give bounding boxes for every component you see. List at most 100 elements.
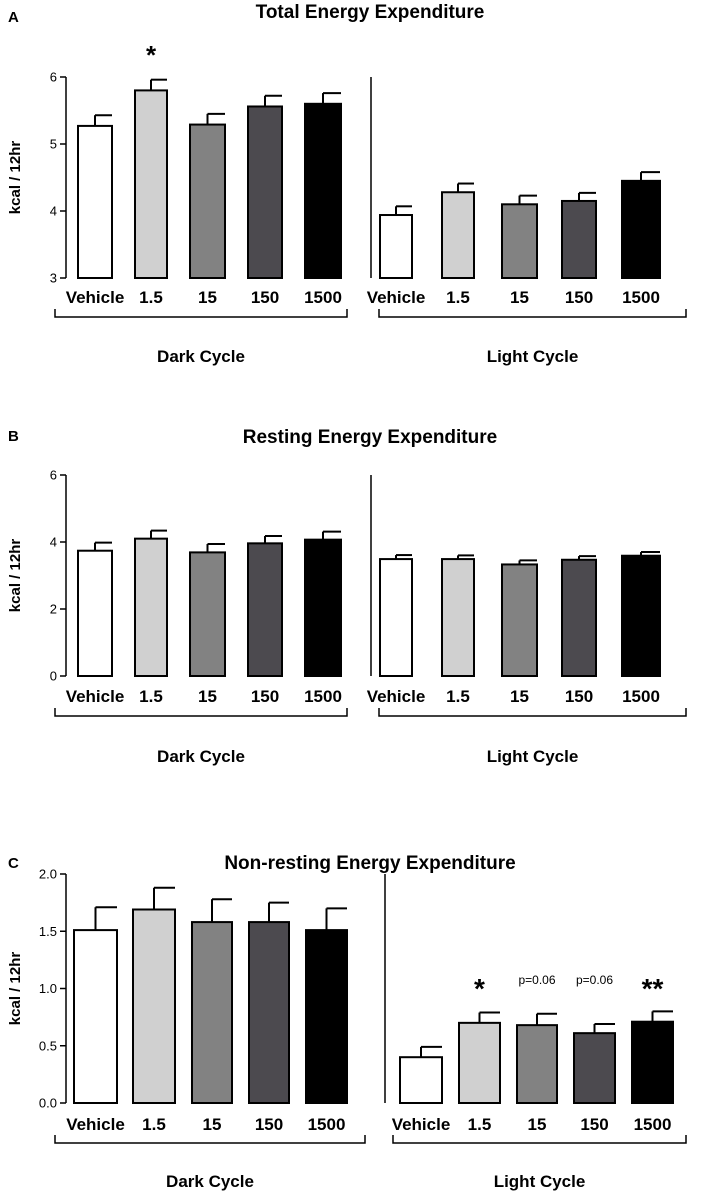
y-tick-label: 2.0 xyxy=(39,867,57,882)
group-label: Light Cycle xyxy=(494,1172,586,1191)
y-tick-label: 6 xyxy=(50,468,57,483)
bar-dark-cycle-1500 xyxy=(304,102,342,279)
y-axis-label: kcal / 12hr xyxy=(7,952,24,1026)
bar-light-cycle-1500 xyxy=(631,1020,674,1105)
y-tick-label: 1.5 xyxy=(39,924,57,939)
x-tick-label: Vehicle xyxy=(367,288,426,307)
p-value-annotation: p=0.06 xyxy=(518,973,555,987)
panel-c: C Non-resting Energy Expenditure kcal / 12… xyxy=(7,853,687,1191)
x-tick-label: 15 xyxy=(510,687,529,706)
bar-dark-cycle-1.5 xyxy=(134,537,168,678)
bar-dark-cycle-1500 xyxy=(305,929,348,1104)
x-tick-label: 1500 xyxy=(634,1115,672,1134)
y-axis-label: kcal / 12hr xyxy=(7,141,24,215)
x-tick-label: 1.5 xyxy=(139,288,163,307)
x-tick-label: 1500 xyxy=(622,687,660,706)
x-tick-label: 1.5 xyxy=(446,288,470,307)
bar-dark-cycle-1500 xyxy=(304,538,342,678)
bar-light-cycle-vehicle xyxy=(379,214,413,280)
group-label: Light Cycle xyxy=(487,747,579,766)
p-value-annotation: p=0.06 xyxy=(576,973,613,987)
bar-light-cycle-150 xyxy=(573,1032,616,1105)
bar-dark-cycle-1.5 xyxy=(132,908,176,1104)
significance-marker: * xyxy=(146,40,157,70)
x-tick-label: 15 xyxy=(510,288,529,307)
x-tick-label: 15 xyxy=(198,288,217,307)
bar-dark-cycle-vehicle xyxy=(77,549,113,678)
y-tick-label: 2 xyxy=(50,602,57,617)
bar-dark-cycle-150 xyxy=(247,105,283,280)
x-tick-label: 150 xyxy=(251,288,279,307)
panel-b: B Resting Energy Expenditure kcal / 12hr 0 2… xyxy=(7,427,687,766)
chart-title: Non-resting Energy Expenditure xyxy=(224,853,515,874)
bar-dark-cycle-15 xyxy=(189,123,226,279)
group-bracket xyxy=(392,1135,687,1144)
x-tick-label: 1.5 xyxy=(139,687,163,706)
y-tick-label: 1.0 xyxy=(39,981,57,996)
x-tick-label: Vehicle xyxy=(66,687,125,706)
group-label: Dark Cycle xyxy=(157,747,245,766)
panel-letter: B xyxy=(8,428,19,445)
significance-marker: * xyxy=(474,973,485,1004)
chart-title: Total Energy Expenditure xyxy=(256,2,485,23)
x-tick-label: 1500 xyxy=(622,288,660,307)
y-tick-label: 6 xyxy=(50,70,57,85)
x-tick-label: Vehicle xyxy=(367,687,426,706)
x-tick-label: 15 xyxy=(198,687,217,706)
bar-light-cycle-15 xyxy=(501,563,538,678)
x-tick-label: 15 xyxy=(203,1115,222,1134)
bar-dark-cycle-1.5 xyxy=(134,89,168,280)
bar-light-cycle-1.5 xyxy=(458,1021,501,1104)
group-bracket xyxy=(54,309,348,318)
y-tick-label: 0 xyxy=(50,669,57,684)
x-tick-label: 1500 xyxy=(304,288,342,307)
x-tick-label: 15 xyxy=(528,1115,547,1134)
y-tick-label: 3 xyxy=(50,271,57,286)
x-tick-label: 150 xyxy=(580,1115,608,1134)
bar-light-cycle-1.5 xyxy=(441,191,475,280)
bar-light-cycle-vehicle xyxy=(399,1056,443,1104)
x-tick-label: 1.5 xyxy=(468,1115,492,1134)
bar-light-cycle-15 xyxy=(501,203,538,279)
x-tick-label: 150 xyxy=(565,288,593,307)
bar-light-cycle-1500 xyxy=(621,179,661,280)
group-bracket xyxy=(378,309,687,318)
bar-light-cycle-vehicle xyxy=(379,558,413,678)
bar-dark-cycle-vehicle xyxy=(77,124,113,279)
group-label: Dark Cycle xyxy=(157,347,245,366)
bar-light-cycle-150 xyxy=(561,199,597,279)
group-label: Dark Cycle xyxy=(166,1172,254,1191)
bar-dark-cycle-vehicle xyxy=(73,929,118,1104)
y-tick-label: 0.5 xyxy=(39,1038,57,1053)
bar-light-cycle-150 xyxy=(561,558,597,678)
bar-dark-cycle-15 xyxy=(189,551,226,678)
x-tick-label: Vehicle xyxy=(392,1115,451,1134)
group-bracket xyxy=(54,708,348,717)
group-bracket xyxy=(54,1135,366,1144)
x-tick-label: Vehicle xyxy=(66,288,125,307)
y-tick-label: 4 xyxy=(50,204,57,219)
bar-light-cycle-15 xyxy=(516,1024,558,1105)
y-tick-label: 0.0 xyxy=(39,1096,57,1111)
panel-a: A Total Energy Expenditure kcal / 12hr 3 4 5 6… xyxy=(7,2,687,366)
bar-dark-cycle-15 xyxy=(191,921,233,1105)
x-tick-label: 1.5 xyxy=(142,1115,166,1134)
panel-letter: C xyxy=(8,855,19,872)
x-tick-label: 1500 xyxy=(308,1115,346,1134)
x-tick-label: 1.5 xyxy=(446,687,470,706)
bar-dark-cycle-150 xyxy=(248,921,290,1105)
group-label: Light Cycle xyxy=(487,347,579,366)
group-bracket xyxy=(378,708,687,717)
significance-marker: ** xyxy=(642,973,664,1004)
y-tick-label: 5 xyxy=(50,137,57,152)
y-tick-label: 4 xyxy=(50,535,57,550)
x-tick-label: Vehicle xyxy=(66,1115,125,1134)
bar-light-cycle-1.5 xyxy=(441,558,475,678)
bar-light-cycle-1500 xyxy=(621,554,661,677)
y-axis-label: kcal / 12hr xyxy=(7,539,24,613)
x-tick-label: 150 xyxy=(565,687,593,706)
x-tick-label: 150 xyxy=(255,1115,283,1134)
panel-letter: A xyxy=(8,9,19,26)
chart-title: Resting Energy Expenditure xyxy=(243,427,497,448)
